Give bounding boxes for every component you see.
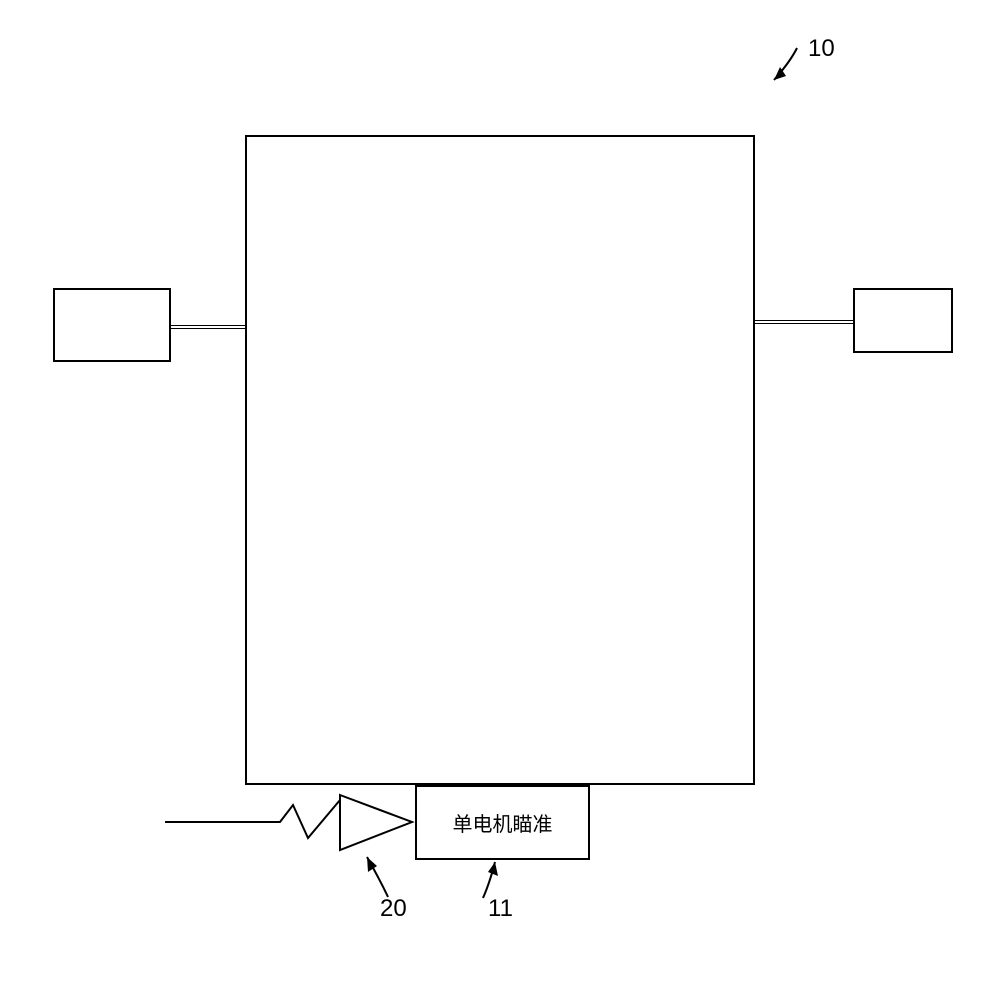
ref-11-label: 11 <box>488 895 513 923</box>
ref-11-arrow <box>0 0 1000 999</box>
